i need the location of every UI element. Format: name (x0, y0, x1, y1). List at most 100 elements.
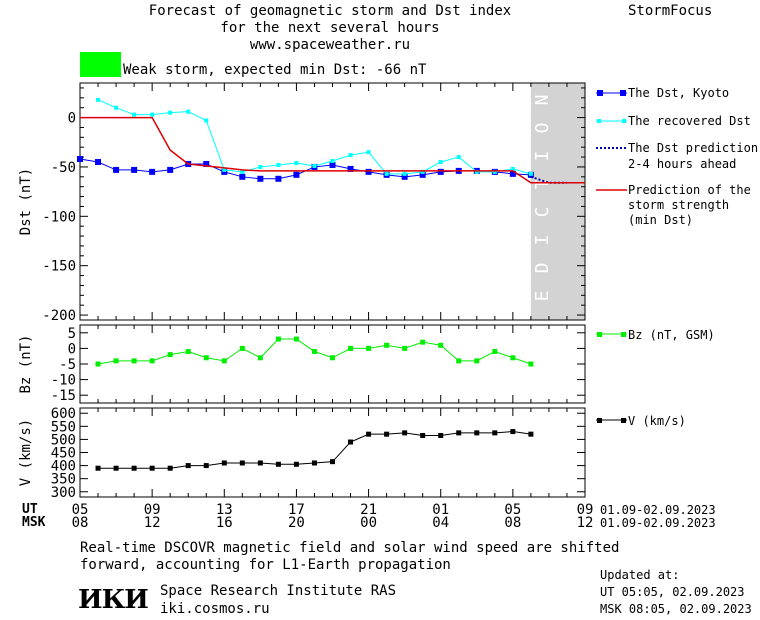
series-recovered-point (312, 163, 317, 168)
bz-panel-ytick-label: 5 (68, 326, 76, 342)
series-recovered-point (204, 118, 209, 123)
series-recovered-point (366, 150, 371, 155)
series-recovered-point (438, 160, 443, 164)
legend-prediction-label-2: 2-4 hours ahead (628, 157, 736, 171)
series-strength-line (80, 116, 585, 184)
series-v-point (311, 460, 317, 466)
ut-tick-label: 17 (288, 502, 305, 518)
series-kyoto-point (167, 166, 174, 173)
series-bz-point (95, 361, 101, 367)
prediction-band-letter: T (532, 178, 553, 189)
series-bz-point (348, 345, 354, 351)
msk-axis-label: MSK (22, 515, 46, 530)
msk-tick-label: 00 (360, 515, 377, 531)
chart-title-line-1: Forecast of geomagnetic storm and Dst in… (148, 3, 512, 19)
series-v-point (366, 431, 372, 437)
legend-recovered-label: The recovered Dst (628, 114, 751, 128)
series-v-point (348, 439, 354, 445)
ut-tick-label: 21 (360, 502, 377, 518)
series-kyoto-point (419, 171, 426, 178)
legend-strength-label-3: (min Dst) (628, 213, 693, 227)
series-kyoto-point (149, 168, 156, 175)
series-recovered-point (402, 171, 407, 176)
dst-panel-frame (79, 82, 586, 321)
series-kyoto-point (437, 168, 444, 175)
series-kyoto-point (329, 161, 336, 168)
series-kyoto-point (347, 165, 354, 172)
series-bz-point (528, 361, 534, 367)
series-bz-point (330, 355, 335, 361)
series-kyoto-point (275, 175, 282, 182)
series-kyoto-point (365, 168, 372, 175)
institute-site-link[interactable]: iki.cosmos.ru (160, 601, 270, 617)
footer-note-line-1: Real-time DSCOVR magnetic field and sola… (80, 540, 620, 556)
series-v-point (131, 465, 137, 471)
series-v-point (203, 463, 209, 469)
prediction-band-letter: C (532, 207, 553, 218)
msk-tick-label: 08 (72, 515, 89, 531)
series-bz-point (113, 358, 119, 364)
series-v-point (185, 463, 191, 469)
series-bz-point (510, 355, 516, 361)
legend-kyoto-marker (597, 90, 603, 96)
series-bz-point (167, 352, 173, 358)
series-recovered-point (258, 164, 263, 169)
msk-tick-label: 04 (432, 515, 449, 531)
series-recovered-point (474, 169, 479, 174)
series-kyoto-line (79, 158, 531, 180)
series-bz-point (492, 349, 498, 355)
series-recovered-point (492, 169, 497, 174)
series-kyoto-point (95, 159, 102, 165)
v-panel-ytick-label: 300 (51, 485, 76, 501)
prediction-band-letter: O (532, 123, 553, 134)
series-v-point (275, 461, 281, 467)
ut-axis-label: UT (22, 502, 38, 517)
series-bz-point (420, 339, 426, 345)
dst-panel-ytick-label: -150 (42, 259, 76, 275)
updated-ut: UT 05:05, 02.09.2023 (600, 585, 745, 599)
footer-note-line-2: forward, accounting for L1-Earth propaga… (80, 557, 451, 573)
updated-msk: MSK 08:05, 02.09.2023 (600, 602, 752, 616)
series-v-point (420, 432, 426, 438)
bz-panel-ytick-label: 0 (68, 341, 76, 357)
v-panel-ylabel: V (km/s) (18, 419, 34, 486)
series-recovered-point (294, 160, 299, 165)
storm-level-swatch (80, 52, 121, 77)
ut-date-range: 01.09-02.09.2023 (600, 503, 716, 517)
series-bz-point (239, 345, 245, 351)
legend-recovered-marker (622, 119, 626, 123)
series-bz-point (257, 355, 263, 361)
series-kyoto-point (113, 166, 120, 173)
legend-bz-marker (597, 332, 602, 337)
bz-panel-ytick-label: -5 (59, 357, 76, 373)
ut-tick-label: 13 (216, 502, 233, 518)
series-bz-point (275, 336, 281, 342)
v-panel-ytick-label: 600 (51, 406, 76, 422)
series-recovered-point (186, 109, 191, 114)
series-v-point (456, 430, 462, 436)
series-kyoto-point (257, 175, 264, 182)
v-panel-ytick-label: 500 (51, 432, 76, 448)
series-bz-point (131, 358, 137, 364)
series-bz-point (366, 345, 372, 351)
msk-tick-label: 08 (504, 515, 521, 531)
series-bz-point (384, 342, 390, 348)
updated-label: Updated at: (600, 568, 680, 582)
series-bz-point (221, 358, 227, 364)
prediction-band-letter: D (532, 263, 553, 274)
v-panel-ytick-label: 450 (51, 446, 76, 462)
brand-label: StormFocus (628, 3, 713, 19)
v-panel-frame (79, 407, 586, 498)
series-recovered-point (456, 155, 461, 160)
series-v-point (330, 459, 335, 465)
legend-prediction-label: The Dst prediction (628, 141, 758, 155)
prediction-band-letter: I (532, 235, 553, 246)
bz-panel-ylabel: Bz (nT) (18, 334, 34, 393)
ut-tick-label: 09 (577, 502, 594, 518)
series-bz-point (456, 358, 462, 364)
prediction-band (530, 83, 585, 320)
dst-panel-ytick-label: -200 (42, 308, 76, 324)
legend-strength-label-2: storm strength (628, 198, 729, 212)
series-bz-point (293, 336, 299, 342)
